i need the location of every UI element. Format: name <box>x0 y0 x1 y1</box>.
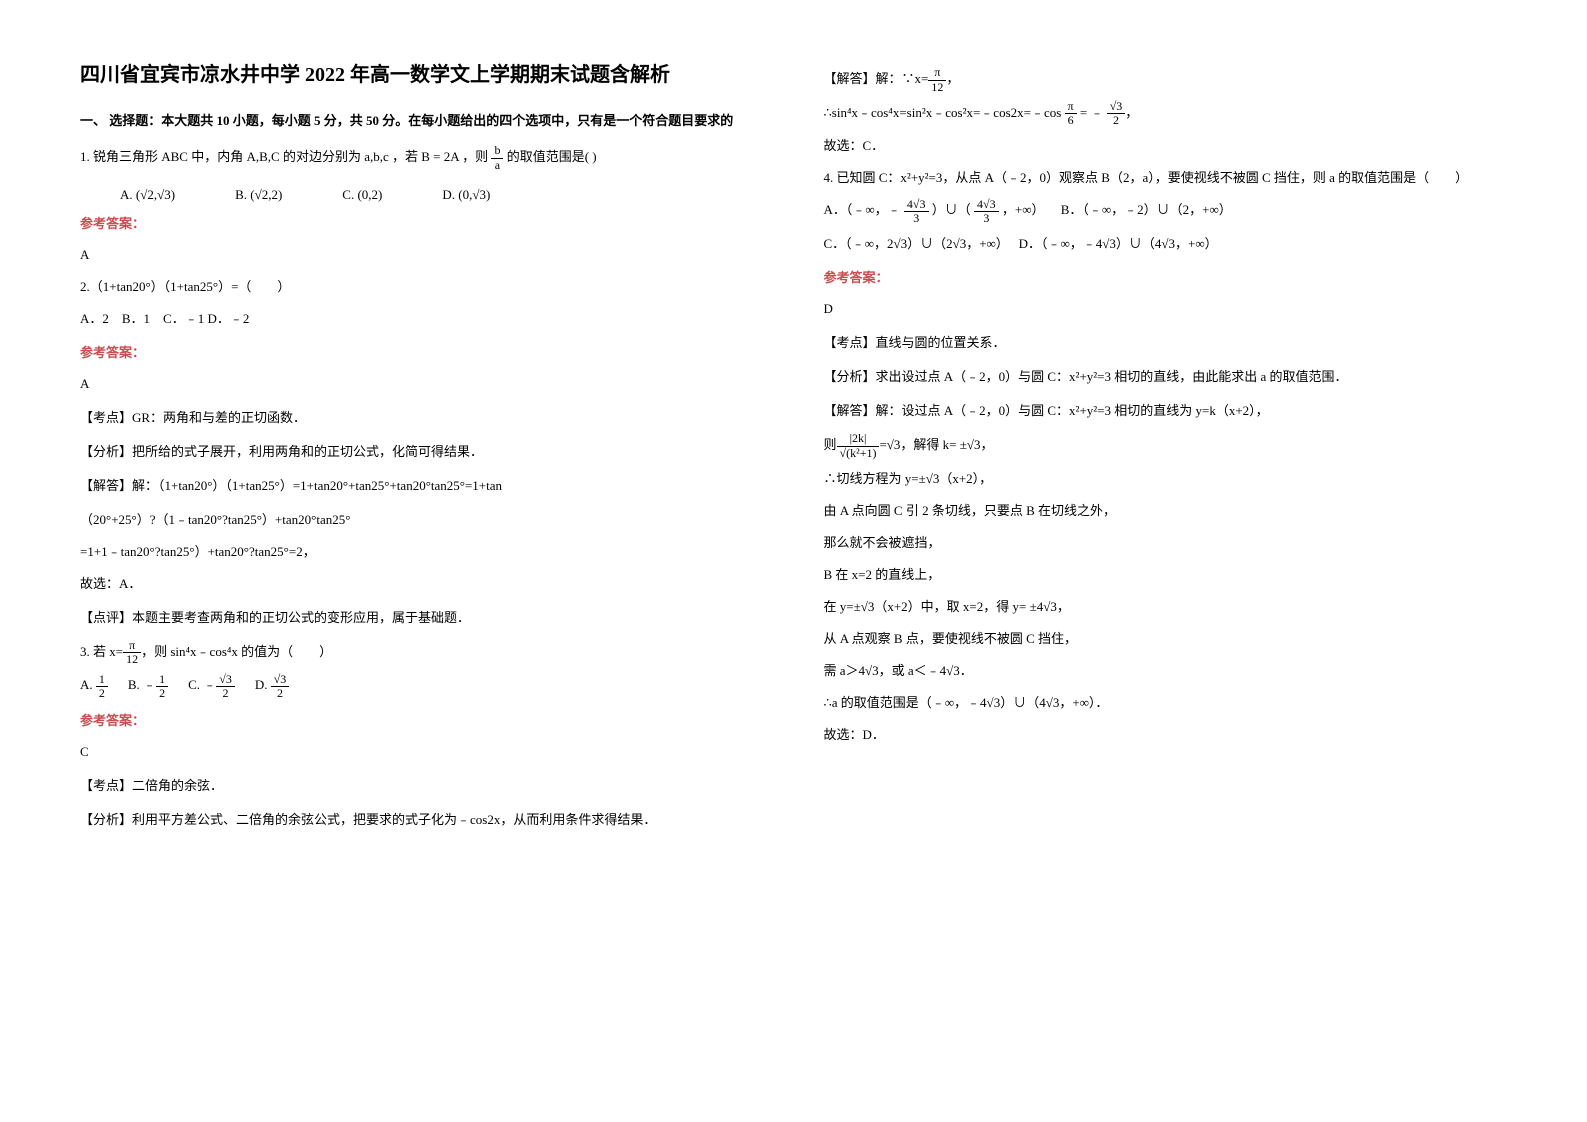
q3-optA: A. 12 <box>80 672 108 700</box>
q3-fenxi: 【分析】利用平方差公式、二倍角的余弦公式，把要求的式子化为﹣cos2x，从而利用… <box>80 807 764 833</box>
q2-jieda3: =1+1﹣tan20°?tan25°）+tan20°?tan25°=2， <box>80 539 764 565</box>
q2-text: 2.（1+tan20°）（1+tan25°）=（ ） <box>80 274 764 300</box>
left-column: 四川省宜宾市凉水井中学 2022 年高一数学文上学期期末试题含解析 一、 选择题… <box>50 60 794 1062</box>
q3-guxuan: 故选：C． <box>824 133 1508 159</box>
q1-frac: ba <box>491 144 503 171</box>
q3-optC: C. ﹣√32 <box>188 672 235 700</box>
q1-answer: A <box>80 242 764 268</box>
q4-jieda1: 【解答】解：设过点 A（﹣2，0）与圆 C：x²+y²=3 相切的直线为 y=k… <box>824 398 1508 424</box>
q1-optD: D. (0,√3) <box>442 187 490 203</box>
q3-options: A. 12 B. ﹣12 C. ﹣√32 D. √32 <box>80 672 764 700</box>
q3-jieda-line2: ∴sin⁴x﹣cos⁴x=sin²x﹣cos²x=﹣cos2x=﹣cos π6 … <box>824 100 1508 128</box>
right-column: 【解答】解：∵x=π12， ∴sin⁴x﹣cos⁴x=sin²x﹣cos²x=﹣… <box>794 60 1538 1062</box>
q3-text: 3. 若 x=π12，则 sin⁴x﹣cos⁴x 的值为（ ） <box>80 639 764 667</box>
section-heading: 一、 选择题：本大题共 10 小题，每小题 5 分，共 50 分。在每小题给出的… <box>80 110 764 129</box>
q4-line-c: B 在 x=2 的直线上， <box>824 562 1508 588</box>
q3-jieda: 【解答】解：∵x=π12， <box>824 66 1508 94</box>
q4-fenxi: 【分析】求出设过点 A（﹣2，0）与圆 C：x²+y²=3 相切的直线，由此能求… <box>824 364 1508 390</box>
question-1: 1. 锐角三角形 ABC 中，内角 A,B,C 的对边分别为 a,b,c ，若 … <box>80 144 764 172</box>
q4-line-f: 需 a＞4√3，或 a＜﹣4√3． <box>824 658 1508 684</box>
q2-fenxi: 【分析】把所给的式子展开，利用两角和的正切公式，化简可得结果． <box>80 439 764 465</box>
q3-optD: D. √32 <box>255 672 289 700</box>
q3-frac: π12 <box>123 639 141 666</box>
q4-line-b: 那么就不会被遮挡， <box>824 530 1508 556</box>
q2-answer: A <box>80 371 764 397</box>
q2-jieda2: （20°+25°）?（1﹣tan20°?tan25°）+tan20°tan25° <box>80 507 764 533</box>
q2-answer-label: 参考答案： <box>80 342 764 361</box>
q4-qiexian: ∴切线方程为 y=±√3（x+2）， <box>824 466 1508 492</box>
q2-dianping: 【点评】本题主要考查两角和的正切公式的变形应用，属于基础题． <box>80 605 764 631</box>
q2-kaodian: 【考点】GR：两角和与差的正切函数． <box>80 405 764 431</box>
q4-kaodian: 【考点】直线与圆的位置关系． <box>824 330 1508 356</box>
q4-text: 4. 已知圆 C：x²+y²=3，从点 A（﹣2，0）观察点 B（2，a），要使… <box>824 165 1508 191</box>
q1-optC: C. (0,2) <box>342 187 382 203</box>
q1-options: A. (√2,√3) B. (√2,2) C. (0,2) D. (0,√3) <box>80 187 764 203</box>
q4-line-a: 由 A 点向圆 C 引 2 条切线，只要点 B 在切线之外， <box>824 498 1508 524</box>
q3-kaodian: 【考点】二倍角的余弦． <box>80 773 764 799</box>
q3-optB: B. ﹣12 <box>128 672 168 700</box>
q1-answer-label: 参考答案： <box>80 213 764 232</box>
q4-guxuan: 故选：D． <box>824 722 1508 748</box>
q1-optA: A. (√2,√3) <box>120 187 175 203</box>
q4-line-d: 在 y=±√3（x+2）中，取 x=2，得 y= ±4√3， <box>824 594 1508 620</box>
q1-text-after: 的取值范围是( ) <box>503 149 596 164</box>
q4-line-e: 从 A 点观察 B 点，要使视线不被圆 C 挡住， <box>824 626 1508 652</box>
document-title: 四川省宜宾市凉水井中学 2022 年高一数学文上学期期末试题含解析 <box>80 60 764 90</box>
q2-jieda4: 故选：A． <box>80 571 764 597</box>
q4-jieda-frac: 则|2k|√(k²+1)=√3，解得 k= ±√3， <box>824 432 1508 460</box>
q4-answer: D <box>824 296 1508 322</box>
q1-text-before: 1. 锐角三角形 ABC 中，内角 A,B,C 的对边分别为 a,b,c ，若 … <box>80 149 491 164</box>
q4-answer-label: 参考答案： <box>824 267 1508 286</box>
q3-answer-label: 参考答案： <box>80 710 764 729</box>
q3-answer: C <box>80 739 764 765</box>
q4-options-ab: A．（﹣∞，﹣ 4√33 ）∪（ 4√33 ，+∞） B．（﹣∞，﹣2）∪（2，… <box>824 197 1508 225</box>
q1-optB: B. (√2,2) <box>235 187 282 203</box>
q2-options: A．2 B．1 C．﹣1 D．﹣2 <box>80 306 764 332</box>
q4-line-g: ∴a 的取值范围是（﹣∞，﹣4√3）∪（4√3，+∞）． <box>824 690 1508 716</box>
q2-jieda1: 【解答】解：（1+tan20°）（1+tan25°）=1+tan20°+tan2… <box>80 473 764 499</box>
q4-options-cd: C．（﹣∞，2√3）∪（2√3，+∞） D．（﹣∞，﹣4√3）∪（4√3，+∞） <box>824 231 1508 257</box>
